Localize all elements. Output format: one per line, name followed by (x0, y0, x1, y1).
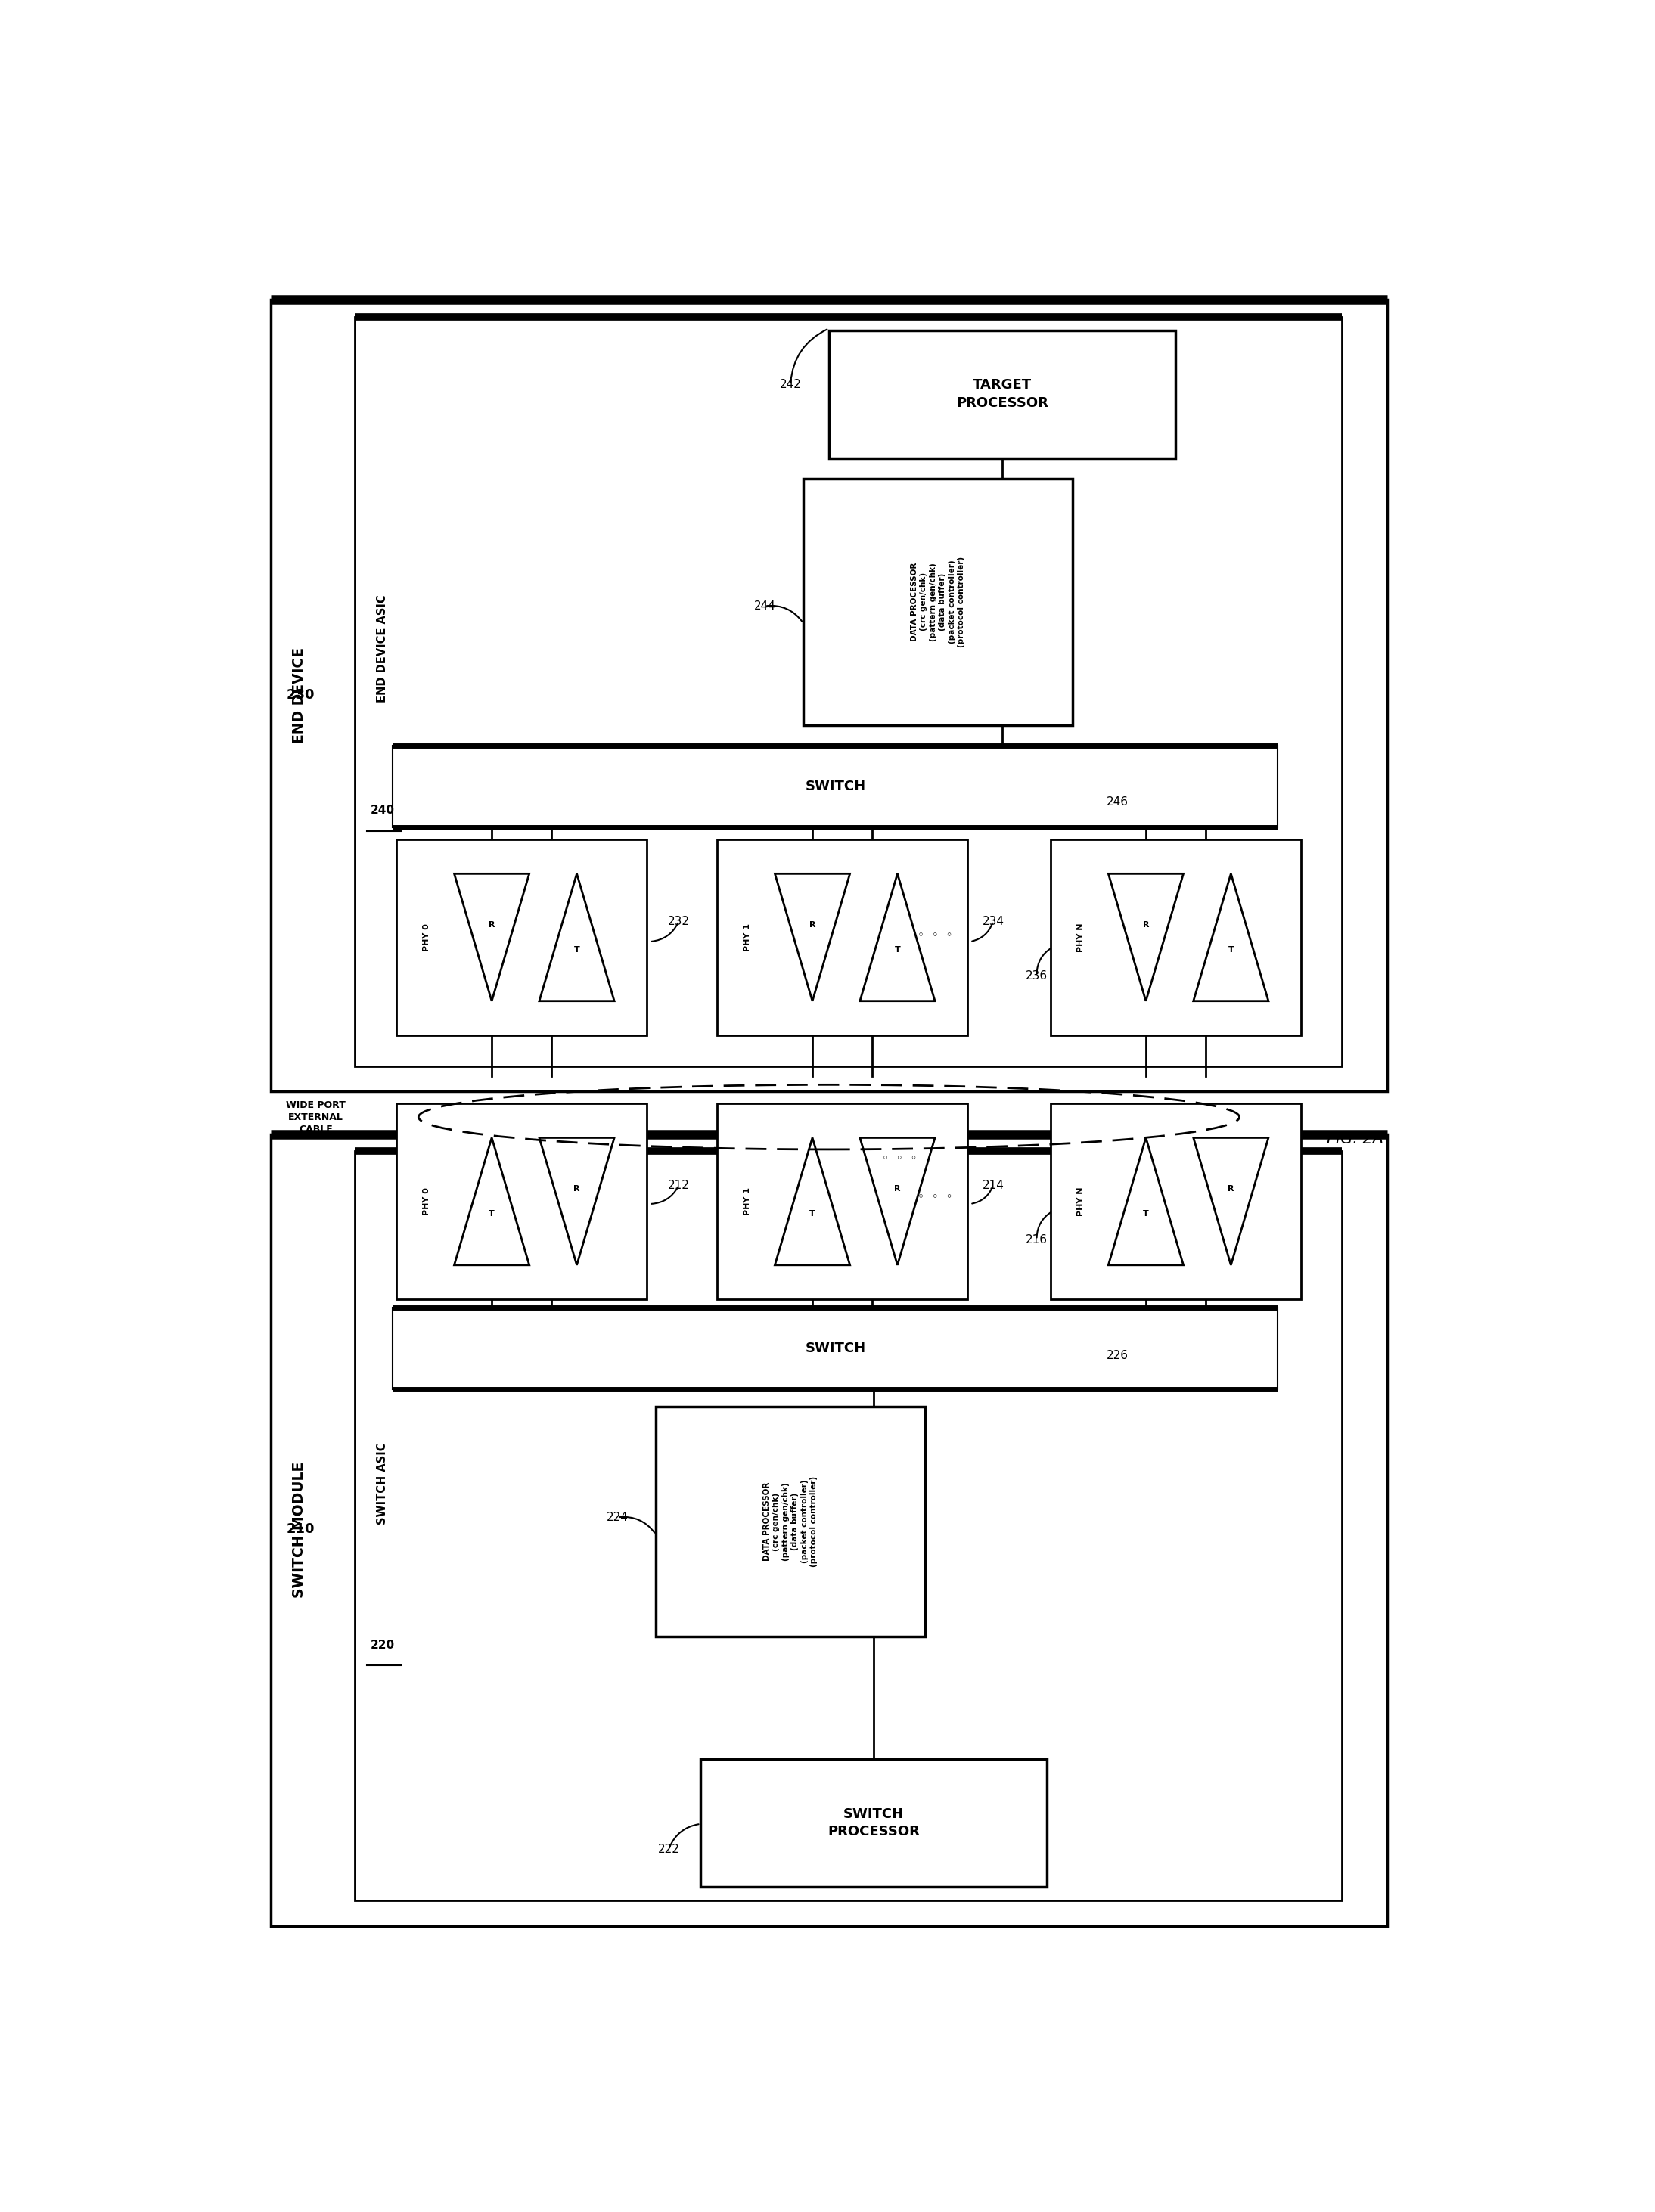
Text: 214: 214 (981, 1179, 1005, 1190)
Text: R: R (894, 1186, 900, 1192)
Text: R: R (488, 920, 495, 929)
Text: PHY 0: PHY 0 (424, 922, 430, 951)
Text: R: R (1228, 1186, 1235, 1192)
Bar (354, 316, 1342, 1066)
Bar (700, 1759, 1048, 1887)
Bar (829, 330, 1175, 458)
Bar (397, 1104, 647, 1298)
Text: 236: 236 (1026, 971, 1048, 982)
Bar (397, 838, 647, 1035)
Text: ◦  ◦  ◦: ◦ ◦ ◦ (919, 1192, 953, 1203)
Text: PHY N: PHY N (1077, 1188, 1084, 1217)
Text: PHY N: PHY N (1077, 922, 1084, 951)
Bar (354, 1150, 1342, 1900)
Text: 244: 244 (755, 599, 776, 613)
Text: ◦  ◦  ◦: ◦ ◦ ◦ (919, 929, 953, 940)
Text: WIDE PORT
EXTERNAL
CABLE: WIDE PORT EXTERNAL CABLE (286, 1099, 346, 1135)
Bar (655, 1407, 925, 1637)
Text: 230: 230 (286, 688, 314, 701)
Bar (1051, 1104, 1301, 1298)
Bar (392, 1307, 1278, 1389)
Text: T: T (488, 1210, 495, 1219)
Text: 210: 210 (286, 1522, 314, 1535)
Text: 240: 240 (371, 805, 394, 816)
Text: DATA PROCESSOR
(crc gen/chk)
(pattern gen/chk)
(data buffer)
(packet controller): DATA PROCESSOR (crc gen/chk) (pattern ge… (910, 557, 965, 648)
Bar (717, 1104, 968, 1298)
Text: T: T (809, 1210, 816, 1219)
Text: PHY 1: PHY 1 (743, 1188, 751, 1214)
Text: 232: 232 (669, 916, 690, 927)
Bar (717, 838, 968, 1035)
Text: 216: 216 (1026, 1234, 1048, 1245)
Text: ◦  ◦  ◦: ◦ ◦ ◦ (882, 1152, 917, 1164)
Text: SWITCH: SWITCH (804, 781, 866, 794)
Text: 246: 246 (1107, 796, 1129, 807)
Text: 226: 226 (1107, 1349, 1129, 1360)
Text: 212: 212 (669, 1179, 690, 1190)
Text: 234: 234 (981, 916, 1005, 927)
Text: SWITCH ASIC: SWITCH ASIC (377, 1442, 389, 1524)
Bar (271, 299, 1387, 1091)
Text: FIG. 2A: FIG. 2A (1326, 1133, 1384, 1146)
Bar (392, 745, 1278, 827)
Text: 242: 242 (780, 378, 801, 389)
Text: SWITCH MODULE: SWITCH MODULE (291, 1462, 306, 1599)
Bar (271, 1135, 1387, 1927)
Text: PHY 1: PHY 1 (743, 922, 751, 951)
Text: T: T (894, 947, 900, 953)
Bar (803, 478, 1072, 726)
Text: SWITCH
PROCESSOR: SWITCH PROCESSOR (827, 1807, 920, 1838)
Text: 220: 220 (371, 1639, 396, 1650)
Text: 224: 224 (606, 1511, 629, 1524)
Text: PHY 0: PHY 0 (424, 1188, 430, 1214)
Text: END DEVICE: END DEVICE (291, 648, 306, 743)
Text: R: R (809, 920, 816, 929)
Text: 222: 222 (657, 1845, 680, 1856)
Bar (1051, 838, 1301, 1035)
Text: TARGET
PROCESSOR: TARGET PROCESSOR (957, 378, 1048, 409)
Text: T: T (1228, 947, 1235, 953)
Text: DATA PROCESSOR
(crc gen/chk)
(pattern gen/chk)
(data buffer)
(packet controller): DATA PROCESSOR (crc gen/chk) (pattern ge… (763, 1475, 818, 1566)
Text: T: T (574, 947, 579, 953)
Text: END DEVICE ASIC: END DEVICE ASIC (377, 595, 389, 703)
Text: T: T (1144, 1210, 1149, 1219)
Text: R: R (574, 1186, 579, 1192)
Text: R: R (1142, 920, 1149, 929)
Text: SWITCH: SWITCH (804, 1343, 866, 1356)
